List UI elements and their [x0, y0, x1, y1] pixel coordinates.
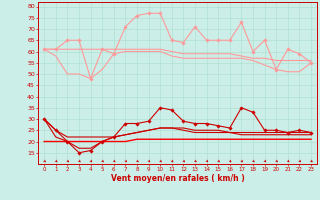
- X-axis label: Vent moyen/en rafales ( km/h ): Vent moyen/en rafales ( km/h ): [111, 174, 244, 183]
